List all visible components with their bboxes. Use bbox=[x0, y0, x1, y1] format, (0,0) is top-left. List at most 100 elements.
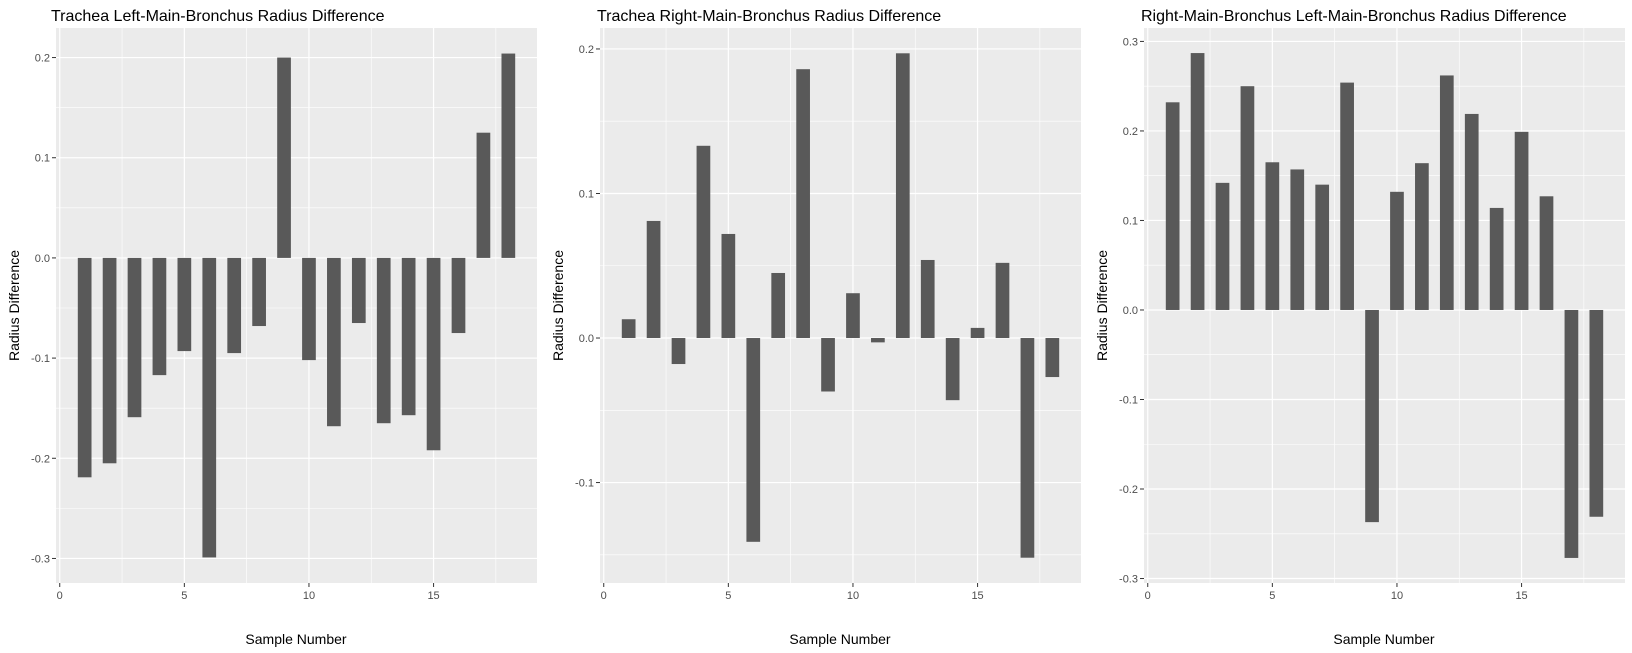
bar-sample-10 bbox=[1390, 191, 1404, 310]
bars bbox=[77, 53, 516, 558]
bar-sample-16 bbox=[995, 262, 1010, 339]
bar-sample-14 bbox=[401, 257, 416, 416]
bar-sample-15 bbox=[426, 257, 441, 451]
bar-sample-11 bbox=[327, 257, 341, 427]
bar-sample-4 bbox=[1240, 86, 1255, 310]
x-tick-label: 15 bbox=[971, 590, 983, 602]
axis-ticks: 0 5 10 15 -0.1 0.0 0.1 0.2 bbox=[575, 44, 984, 602]
y-tick-label: -0.2 bbox=[31, 453, 50, 465]
bar-sample-1 bbox=[77, 257, 92, 478]
bar-sample-18 bbox=[501, 53, 516, 258]
bar-sample-18 bbox=[1589, 309, 1604, 517]
bar-sample-4 bbox=[152, 257, 167, 376]
chart-left-panel: Trachea Left-Main-Bronchus Radius Differ… bbox=[6, 8, 537, 647]
bar-sample-15 bbox=[1514, 131, 1529, 310]
y-tick-label: 0.2 bbox=[1123, 126, 1138, 138]
bar-sample-2 bbox=[102, 257, 117, 464]
bar-sample-12 bbox=[1439, 75, 1454, 310]
bars bbox=[621, 53, 1060, 558]
y-tick-label: 0.2 bbox=[35, 53, 50, 65]
bar-sample-2 bbox=[1190, 53, 1205, 310]
bar-sample-10 bbox=[302, 257, 316, 361]
y-axis-title: Radius Difference bbox=[6, 250, 22, 361]
y-tick-label: 0.2 bbox=[579, 44, 594, 56]
bar-sample-13 bbox=[1464, 113, 1479, 310]
bar-sample-11 bbox=[871, 338, 885, 343]
y-tick-label: 0.1 bbox=[579, 188, 594, 200]
bar-sample-17 bbox=[1564, 309, 1579, 558]
bar-sample-16 bbox=[1539, 196, 1554, 310]
bar-sample-1 bbox=[621, 319, 636, 339]
bar-sample-7 bbox=[771, 272, 786, 339]
y-axis-title: Radius Difference bbox=[1094, 250, 1110, 361]
bar-sample-1 bbox=[1165, 102, 1180, 310]
y-tick-label: 0.1 bbox=[35, 153, 50, 165]
y-tick-label: 0.1 bbox=[1123, 215, 1138, 227]
y-tick-label: -0.1 bbox=[31, 353, 50, 365]
bar-sample-12 bbox=[351, 257, 366, 324]
bar-sample-7 bbox=[1315, 184, 1330, 310]
x-tick-label: 10 bbox=[847, 590, 859, 602]
y-tick-label: -0.2 bbox=[1119, 484, 1138, 496]
x-tick-label: 5 bbox=[1269, 590, 1275, 602]
axis-ticks: 0 5 10 15 -0.3 -0.2 -0.1 0.0 0.1 0.2 0.3 bbox=[1119, 36, 1528, 602]
bar-sample-4 bbox=[696, 145, 711, 339]
x-tick-label: 0 bbox=[601, 590, 607, 602]
bar-sample-9 bbox=[821, 338, 835, 392]
y-tick-label: 0.0 bbox=[579, 333, 594, 345]
x-axis-title: Sample Number bbox=[789, 631, 890, 647]
bar-sample-8 bbox=[252, 257, 266, 327]
bar-sample-13 bbox=[376, 257, 391, 424]
bar-sample-17 bbox=[1020, 338, 1035, 558]
y-tick-label: -0.1 bbox=[1119, 394, 1138, 406]
bar-sample-14 bbox=[1489, 207, 1504, 310]
bar-sample-3 bbox=[1215, 182, 1230, 310]
axis-ticks: 0 5 10 15 -0.3 -0.2 -0.1 0.0 0.1 0.2 bbox=[31, 53, 440, 602]
bar-sample-18 bbox=[1045, 338, 1060, 378]
x-tick-label: 0 bbox=[57, 590, 63, 602]
bar-sample-6 bbox=[746, 338, 761, 542]
bar-sample-5 bbox=[1265, 162, 1280, 310]
y-tick-label: -0.3 bbox=[1119, 574, 1138, 586]
y-tick-label: 0.3 bbox=[1123, 36, 1138, 48]
grid-lines bbox=[1144, 28, 1625, 583]
chart-title: Right-Main-Bronchus Left-Main-Bronchus R… bbox=[1141, 8, 1567, 25]
x-tick-label: 10 bbox=[1391, 590, 1403, 602]
bar-sample-15 bbox=[970, 327, 985, 339]
chart-title: Trachea Right-Main-Bronchus Radius Diffe… bbox=[597, 8, 941, 25]
x-tick-label: 10 bbox=[303, 590, 315, 602]
chart-right-panel: Right-Main-Bronchus Left-Main-Bronchus R… bbox=[1094, 8, 1625, 647]
bar-sample-2 bbox=[646, 220, 661, 339]
x-tick-label: 5 bbox=[181, 590, 187, 602]
bar-sample-8 bbox=[1340, 82, 1354, 310]
bar-sample-6 bbox=[202, 257, 217, 558]
y-tick-label: 0.0 bbox=[1123, 305, 1138, 317]
x-axis-title: Sample Number bbox=[245, 631, 346, 647]
bar-sample-17 bbox=[476, 132, 491, 258]
y-tick-label: -0.3 bbox=[31, 553, 50, 565]
bar-sample-9 bbox=[1365, 309, 1379, 523]
chart-title: Trachea Left-Main-Bronchus Radius Differ… bbox=[51, 8, 385, 25]
bar-sample-12 bbox=[895, 53, 910, 339]
bar-sample-13 bbox=[920, 259, 935, 339]
bar-sample-5 bbox=[721, 233, 736, 339]
bars bbox=[1165, 53, 1604, 558]
bar-sample-16 bbox=[451, 257, 466, 334]
y-tick-label: -0.1 bbox=[575, 478, 594, 490]
x-tick-label: 0 bbox=[1145, 590, 1151, 602]
x-tick-label: 15 bbox=[427, 590, 439, 602]
bar-sample-7 bbox=[227, 257, 242, 354]
bar-sample-5 bbox=[177, 257, 192, 352]
bar-sample-9 bbox=[277, 57, 291, 258]
x-tick-label: 5 bbox=[725, 590, 731, 602]
chart-middle-panel: Trachea Right-Main-Bronchus Radius Diffe… bbox=[550, 8, 1081, 647]
bar-sample-3 bbox=[671, 338, 686, 365]
bar-sample-10 bbox=[846, 293, 860, 339]
x-axis-title: Sample Number bbox=[1333, 631, 1434, 647]
bar-sample-14 bbox=[945, 338, 960, 401]
bar-sample-8 bbox=[796, 69, 810, 339]
bar-sample-11 bbox=[1415, 163, 1429, 310]
bar-sample-3 bbox=[127, 257, 142, 418]
y-axis-title: Radius Difference bbox=[550, 250, 566, 361]
